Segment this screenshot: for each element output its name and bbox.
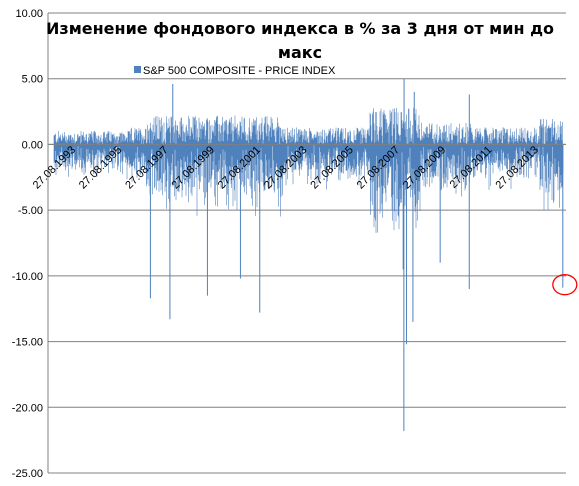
y-tick-label: -5.00 — [18, 205, 43, 217]
bar-series — [53, 78, 564, 431]
legend-label: S&P 500 COMPOSITE - PRICE INDEX — [143, 65, 336, 77]
chart-title-line1: Изменение фондового индекса в % за 3 дня… — [46, 19, 554, 38]
gridlines — [48, 12, 566, 474]
bar-series-body — [53, 107, 564, 233]
y-tick-label: 0.00 — [22, 139, 43, 151]
legend-swatch — [134, 66, 141, 73]
y-tick-label: -25.00 — [12, 468, 43, 480]
y-tick-label: 5.00 — [22, 74, 43, 86]
y-tick-label: -15.00 — [12, 337, 43, 349]
y-tick-labels: 10.00 5.00 0.00 -5.00 -10.00 -15.00 -20.00 -25.… — [12, 8, 43, 480]
chart-title-line2: макс — [278, 43, 322, 62]
highlight-circle — [552, 274, 578, 296]
y-tick-label: -10.00 — [12, 271, 43, 283]
y-tick-label: -20.00 — [12, 402, 43, 414]
y-tick-label: 10.00 — [15, 8, 43, 20]
legend: S&P 500 COMPOSITE - PRICE INDEX — [134, 65, 336, 77]
